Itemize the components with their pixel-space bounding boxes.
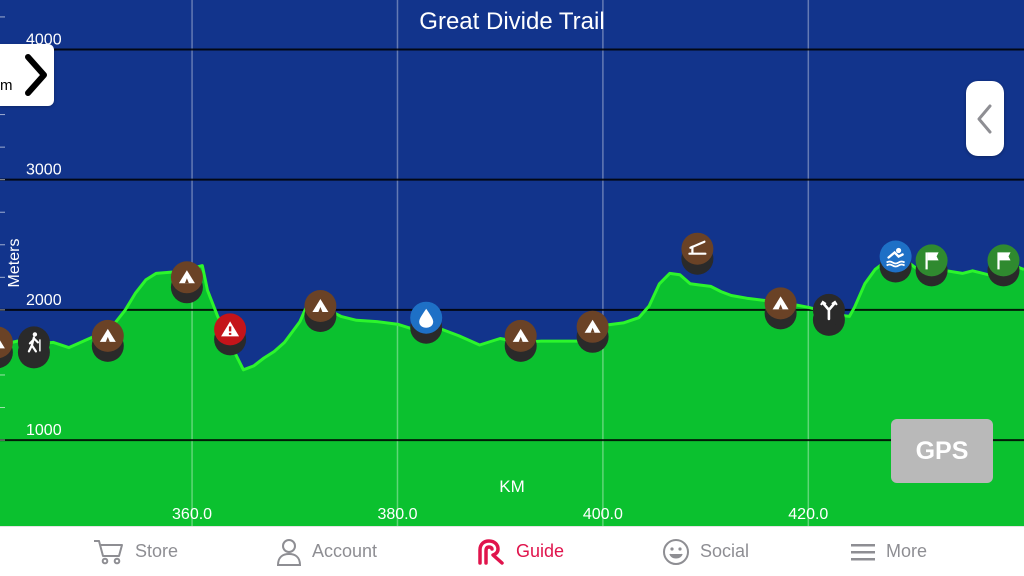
y-tick-label-2: 3000	[26, 162, 62, 179]
tab-store[interactable]: Store	[93, 527, 178, 576]
unit-toggle-tab[interactable]: m	[0, 44, 54, 106]
gps-button[interactable]: GPS	[891, 419, 993, 483]
elevation-area	[0, 259, 1024, 526]
tab-social-label: Social	[700, 541, 750, 561]
unit-label: m	[0, 77, 13, 94]
marker-tent[interactable]	[91, 319, 124, 362]
chart-title: Great Divide Trail	[419, 8, 605, 35]
person-icon	[276, 538, 302, 566]
tab-more[interactable]: More	[850, 527, 927, 576]
marker-tent[interactable]	[504, 319, 537, 362]
tab-social[interactable]: Social	[662, 527, 749, 576]
marker-warning[interactable]	[214, 313, 247, 356]
marker-tent[interactable]	[0, 326, 13, 369]
marker-trail-junction[interactable]	[812, 293, 845, 336]
x-tick-label-2: 400.0	[583, 506, 623, 523]
marker-water-drop[interactable]	[410, 301, 443, 344]
y-tick-label-0: 1000	[26, 422, 62, 439]
chevron-left-icon	[977, 104, 992, 134]
tab-guide-label: Guide	[516, 541, 565, 561]
cart-icon	[94, 539, 123, 564]
tab-more-label: More	[886, 541, 928, 561]
marker-flag[interactable]	[915, 244, 948, 287]
marker-shelter[interactable]	[681, 232, 714, 275]
marker-flag[interactable]	[987, 244, 1020, 287]
tab-account-label: Account	[312, 541, 378, 561]
x-axis-label: KM	[499, 477, 525, 496]
marker-swimming[interactable]	[879, 240, 912, 283]
bottom-tab-bar: Store Account Guide Social More	[0, 526, 1024, 576]
x-tick-label-3: 420.0	[788, 506, 828, 523]
guide-logo-icon	[478, 538, 504, 565]
marker-tent[interactable]	[764, 287, 797, 330]
marker-tent[interactable]	[170, 261, 203, 304]
y-axis-label: Meters	[6, 239, 23, 288]
smiley-icon	[663, 538, 689, 565]
tab-store-label: Store	[135, 541, 179, 561]
chevron-right-icon	[25, 54, 47, 96]
marker-hiker[interactable]	[17, 326, 50, 369]
y-tick-label-1: 2000	[26, 292, 62, 309]
tab-guide[interactable]: Guide	[476, 527, 564, 576]
marker-tent[interactable]	[576, 310, 609, 353]
x-tick-label-0: 360.0	[172, 506, 212, 523]
marker-tent[interactable]	[304, 290, 337, 332]
x-tick-label-1: 380.0	[377, 506, 417, 523]
expand-panel-button[interactable]	[966, 81, 1004, 156]
tab-account[interactable]: Account	[276, 527, 377, 576]
menu-icon	[851, 543, 875, 560]
